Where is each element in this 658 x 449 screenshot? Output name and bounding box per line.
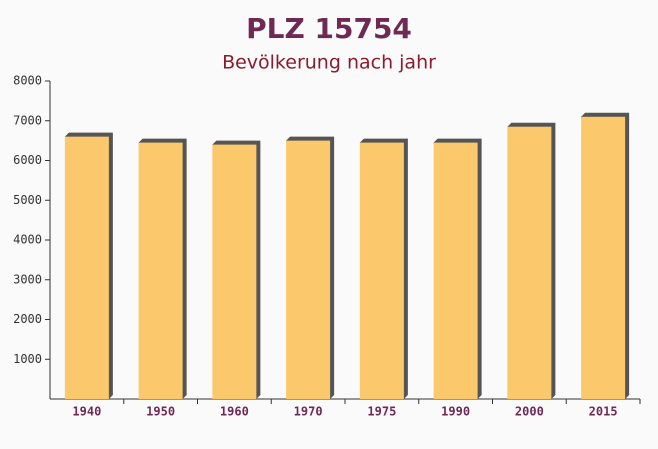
chart-subtitle: Bevölkerung nach jahr bbox=[222, 52, 436, 74]
bar bbox=[64, 136, 109, 399]
x-tick-label: 1960 bbox=[220, 405, 249, 419]
x-tick-label: 1940 bbox=[72, 405, 101, 419]
bar bbox=[581, 116, 626, 400]
x-tick-label: 1970 bbox=[294, 405, 323, 419]
y-tick-label: 7000 bbox=[13, 113, 42, 127]
x-tick-label: 1975 bbox=[367, 405, 396, 419]
x-tick-label: 1950 bbox=[146, 405, 175, 419]
bar bbox=[433, 142, 478, 400]
y-tick-label: 4000 bbox=[13, 233, 42, 247]
x-tick-label: 2015 bbox=[589, 405, 618, 419]
bar bbox=[212, 144, 257, 399]
bar bbox=[138, 142, 183, 400]
bar bbox=[507, 126, 552, 400]
y-tick-label: 8000 bbox=[13, 74, 42, 88]
bar bbox=[286, 140, 331, 399]
x-tick-label: 1990 bbox=[441, 405, 470, 419]
y-tick-label: 2000 bbox=[13, 312, 42, 326]
y-tick-label: 5000 bbox=[13, 193, 42, 207]
y-tick-label: 1000 bbox=[13, 352, 42, 366]
x-tick-label: 2000 bbox=[515, 405, 544, 419]
bar bbox=[359, 142, 404, 400]
chart-title: PLZ 15754 bbox=[246, 12, 412, 45]
y-tick-label: 3000 bbox=[13, 272, 42, 286]
y-tick-label: 6000 bbox=[13, 153, 42, 167]
